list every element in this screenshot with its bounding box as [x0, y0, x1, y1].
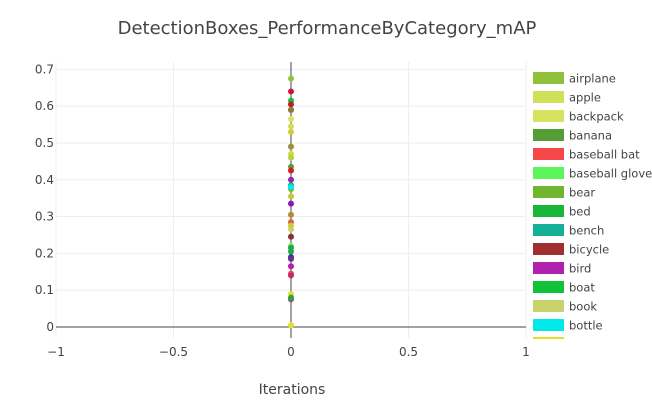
x-tick-label: 1 — [522, 345, 530, 359]
y-tick-label: 0.7 — [35, 62, 54, 76]
legend-label: airplane — [569, 72, 616, 86]
data-point[interactable] — [288, 123, 294, 130]
legend-item[interactable]: bottle — [533, 319, 603, 333]
y-tick-label: 0.1 — [35, 283, 54, 297]
legend-label: book — [569, 300, 597, 314]
data-point[interactable] — [288, 193, 294, 200]
legend-item[interactable]: bird — [533, 262, 591, 276]
data-point[interactable] — [288, 263, 294, 270]
legend-swatch — [533, 110, 564, 122]
legend-label: bench — [569, 224, 604, 238]
legend-label: banana — [569, 129, 612, 143]
legend-label: boat — [569, 281, 595, 295]
data-point[interactable] — [288, 244, 294, 251]
legend-item[interactable]: bicycle — [533, 243, 609, 257]
legend-swatch — [533, 281, 564, 293]
data-point[interactable] — [288, 184, 294, 191]
x-axis-label: Iterations — [259, 382, 326, 398]
legend-item[interactable]: book — [533, 300, 597, 314]
x-tick-label: 0 — [287, 345, 295, 359]
data-point[interactable] — [288, 143, 294, 150]
x-tick-label: −1 — [47, 345, 65, 359]
legend-item[interactable]: apple — [533, 91, 601, 105]
legend-swatch — [533, 319, 564, 331]
data-point[interactable] — [288, 272, 294, 279]
data-point[interactable] — [288, 322, 294, 329]
data-point[interactable] — [288, 88, 294, 95]
data-point[interactable] — [288, 128, 294, 135]
legend-item[interactable]: bench — [533, 224, 604, 238]
legend-swatch — [533, 243, 564, 255]
legend-swatch — [533, 186, 564, 198]
legend[interactable]: airplane apple backpack banana baseball bat b… — [533, 72, 652, 340]
legend-item[interactable]: banana — [533, 129, 612, 143]
data-point[interactable] — [288, 116, 294, 123]
y-tick-label: 0.4 — [35, 173, 54, 187]
legend-item[interactable]: bed — [533, 205, 591, 219]
legend-item[interactable]: airplane — [533, 72, 616, 86]
legend-swatch — [533, 300, 564, 312]
legend-label: baseball bat — [569, 148, 640, 162]
legend-label: baseball glove — [569, 167, 652, 181]
data-point[interactable] — [288, 233, 294, 240]
data-point[interactable] — [288, 167, 294, 174]
legend-swatch — [533, 148, 564, 160]
data-point[interactable] — [288, 154, 294, 161]
x-tick-label: 0.5 — [399, 345, 418, 359]
legend-swatch-clipped — [533, 337, 564, 339]
data-point[interactable] — [288, 294, 294, 301]
data-point[interactable] — [288, 211, 294, 218]
legend-item[interactable]: baseball bat — [533, 148, 640, 162]
legend-swatch — [533, 262, 564, 274]
data-point[interactable] — [288, 106, 294, 113]
data-point[interactable] — [288, 255, 294, 262]
legend-label: apple — [569, 91, 601, 105]
data-point[interactable] — [288, 75, 294, 82]
y-tick-label: 0.3 — [35, 210, 54, 224]
legend-item[interactable]: bear — [533, 186, 595, 200]
legend-swatch — [533, 167, 564, 179]
data-point[interactable] — [288, 101, 294, 108]
legend-label: backpack — [569, 110, 624, 124]
chart-title: DetectionBoxes_PerformanceByCategory_mAP — [118, 18, 537, 39]
legend-label: bicycle — [569, 243, 609, 257]
points-layer — [288, 75, 294, 329]
legend-item[interactable]: backpack — [533, 110, 624, 124]
y-tick-label: 0.2 — [35, 246, 54, 260]
legend-swatch — [533, 91, 564, 103]
y-tick-label: 0 — [46, 320, 54, 334]
legend-swatch — [533, 72, 564, 84]
data-point[interactable] — [288, 200, 294, 207]
legend-item[interactable]: boat — [533, 281, 595, 295]
legend-label: bird — [569, 262, 591, 276]
data-point[interactable] — [288, 176, 294, 183]
legend-swatch — [533, 224, 564, 236]
legend-swatch — [533, 129, 564, 141]
x-tick-label: −0.5 — [159, 345, 188, 359]
legend-item[interactable]: baseball glove — [533, 167, 652, 181]
data-point[interactable] — [288, 222, 294, 229]
legend-swatch — [533, 205, 564, 217]
legend-label: bottle — [569, 319, 603, 333]
legend-label: bed — [569, 205, 591, 219]
y-tick-label: 0.5 — [35, 136, 54, 150]
legend-label: bear — [569, 186, 595, 200]
y-tick-label: 0.6 — [35, 99, 54, 113]
